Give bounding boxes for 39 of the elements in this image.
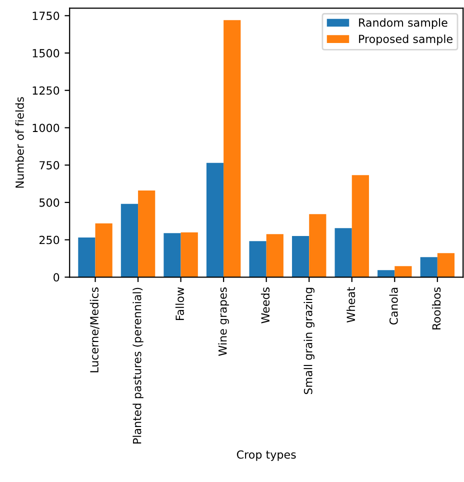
x-tick-label: Wheat <box>346 287 356 323</box>
y-tick-label: 1250 <box>32 86 60 95</box>
bar <box>378 270 395 278</box>
bar <box>180 232 198 278</box>
legend-label: Random sample <box>359 18 448 29</box>
bar <box>78 238 96 278</box>
x-axis-title: Crop types <box>236 450 296 461</box>
y-tick-label: 0 <box>54 273 60 282</box>
bar <box>266 234 284 278</box>
bar <box>334 228 352 278</box>
x-tick-label: Planted pastures (perennial) <box>132 288 144 444</box>
y-tick-label: 250 <box>39 236 60 244</box>
bar <box>249 241 266 278</box>
bar <box>437 253 455 278</box>
bar <box>206 162 224 278</box>
bar <box>394 266 412 278</box>
y-tick-label: 500 <box>40 198 60 207</box>
y-axis-title: Number of fields <box>15 97 24 188</box>
x-tick-label: Weeds <box>260 287 270 324</box>
bar <box>352 175 369 278</box>
bar <box>138 190 156 278</box>
bar <box>420 257 438 278</box>
y-tick-label: 750 <box>40 161 60 170</box>
y-tick-label: 1000 <box>32 124 60 132</box>
x-tick-label: Small grain grazing <box>304 288 314 394</box>
bar <box>164 233 181 278</box>
bar <box>292 236 310 278</box>
y-tick-label: 1500 <box>32 48 60 58</box>
x-tick-label: Fallow <box>175 287 184 320</box>
x-tick-label: Wine grapes <box>218 287 229 356</box>
x-tick-label: Lucerne/Medics <box>90 287 100 372</box>
y-tick-label: 1750 <box>32 12 60 20</box>
bar <box>95 223 112 278</box>
x-tick-label: Rooibos <box>432 287 441 330</box>
bar <box>224 20 241 278</box>
x-tick-label: Canola <box>389 288 398 325</box>
bar <box>120 204 138 278</box>
bar <box>309 214 326 278</box>
legend-label: Proposed sample <box>359 34 452 46</box>
